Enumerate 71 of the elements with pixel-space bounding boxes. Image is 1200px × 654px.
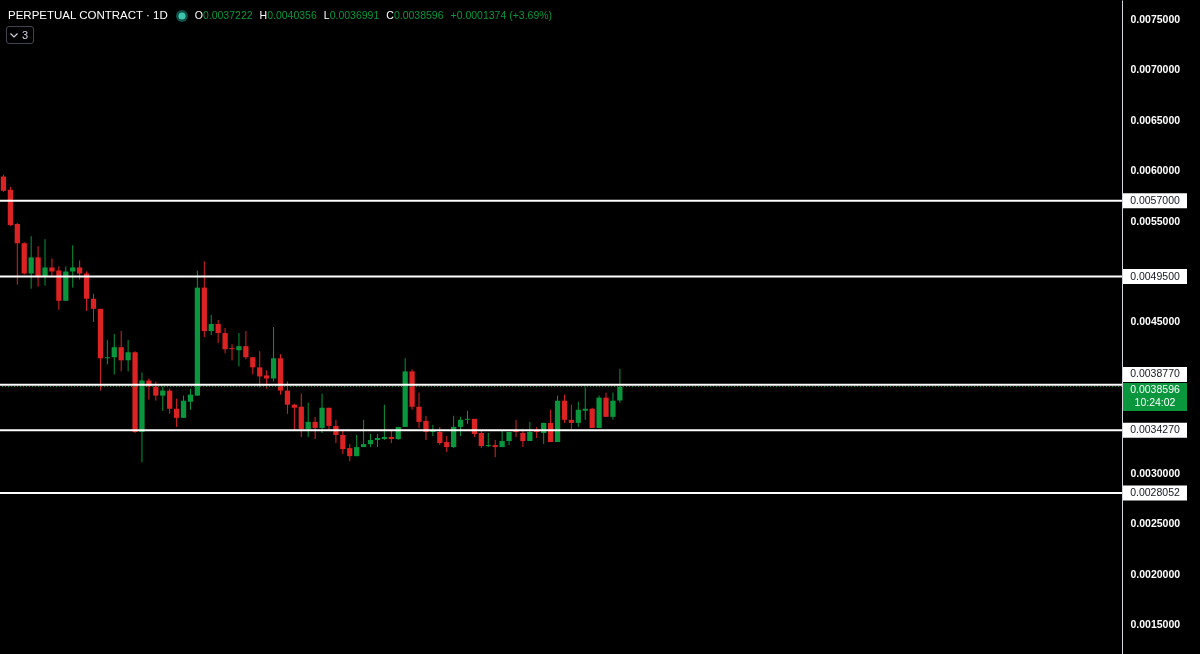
y-tick-label: 0.0020000 bbox=[1130, 567, 1181, 580]
y-tick-label: 0.0075000 bbox=[1130, 12, 1181, 25]
candlestick bbox=[284, 381, 291, 415]
candlestick bbox=[478, 429, 484, 449]
candlestick bbox=[257, 350, 263, 389]
candlestick bbox=[589, 407, 595, 429]
candlestick bbox=[561, 394, 568, 424]
candlestick bbox=[312, 416, 318, 440]
annotation: +0.0001374 (+3.69%) bbox=[450, 8, 553, 23]
candlestick bbox=[298, 393, 304, 438]
candlestick bbox=[167, 388, 173, 415]
candlestick bbox=[485, 432, 491, 448]
y-tick-label: 0.0030000 bbox=[1130, 466, 1181, 479]
candlestick bbox=[464, 410, 471, 425]
ref-line-label: 0.0049500 bbox=[1130, 269, 1180, 282]
candlestick bbox=[173, 398, 180, 428]
candlestick bbox=[457, 416, 464, 437]
dropdown-button[interactable]: 3 bbox=[6, 26, 35, 44]
y-tick-label: 0.0070000 bbox=[1130, 63, 1181, 76]
y-tick-label: 0.0065000 bbox=[1130, 113, 1181, 126]
annotation: O0.0037222 bbox=[194, 9, 253, 21]
candlestick bbox=[319, 393, 325, 434]
ref-line-label: 0.0034270 bbox=[1130, 423, 1180, 436]
candlestick bbox=[437, 426, 443, 446]
candlestick bbox=[430, 424, 436, 437]
candlestick bbox=[125, 339, 131, 372]
annotation: C0.0038596 bbox=[386, 9, 444, 21]
candlestick bbox=[160, 386, 166, 412]
candlestick bbox=[208, 314, 214, 336]
ref-line-label: 0.0038770 bbox=[1130, 367, 1180, 380]
candlestick bbox=[499, 430, 505, 448]
candlestick bbox=[305, 402, 311, 438]
candlestick bbox=[14, 222, 20, 286]
candlestick bbox=[603, 392, 609, 418]
candlestick bbox=[77, 259, 83, 281]
annotation: H0.0040356 bbox=[259, 9, 317, 21]
ref-line-label: 0.0057000 bbox=[1130, 193, 1180, 206]
candlestick bbox=[236, 332, 242, 367]
candlestick bbox=[610, 392, 616, 421]
annotation: L0.0036991 bbox=[323, 9, 380, 21]
candlestick bbox=[70, 244, 76, 289]
y-tick-label: 0.0045000 bbox=[1130, 315, 1181, 328]
candlestick bbox=[270, 326, 277, 382]
candlestick bbox=[111, 333, 117, 375]
text: PERPETUAL CONTRACT · 1D bbox=[8, 8, 168, 23]
candlestick bbox=[42, 238, 48, 287]
ref-line-label: 0.0038596 10:24:02 bbox=[1130, 383, 1180, 409]
candlestick bbox=[582, 387, 588, 421]
candlestick bbox=[35, 245, 41, 288]
candlestick bbox=[180, 395, 187, 419]
annotation: 3 bbox=[22, 29, 29, 41]
candlestick bbox=[291, 403, 297, 431]
candlestick bbox=[187, 388, 194, 411]
candlestick bbox=[90, 293, 97, 323]
candlestick bbox=[118, 330, 124, 372]
candlestick bbox=[513, 419, 519, 438]
candlestick bbox=[381, 404, 388, 441]
y-tick-label: 0.0025000 bbox=[1130, 517, 1181, 530]
candlestick bbox=[568, 404, 575, 430]
candlestick bbox=[28, 235, 34, 290]
candlestick bbox=[575, 401, 581, 428]
candlestick bbox=[215, 319, 221, 344]
y-tick-label: 0.0015000 bbox=[1130, 618, 1181, 631]
candlestick bbox=[243, 330, 249, 360]
y-tick-label: 0.0060000 bbox=[1130, 164, 1181, 177]
y-tick-label: 0.0055000 bbox=[1130, 214, 1181, 227]
ref-line-label: 0.0028052 bbox=[1130, 486, 1180, 498]
candlestick bbox=[360, 419, 367, 448]
candlestick bbox=[340, 429, 346, 455]
candlestick bbox=[104, 339, 110, 365]
candlestick bbox=[264, 369, 270, 390]
